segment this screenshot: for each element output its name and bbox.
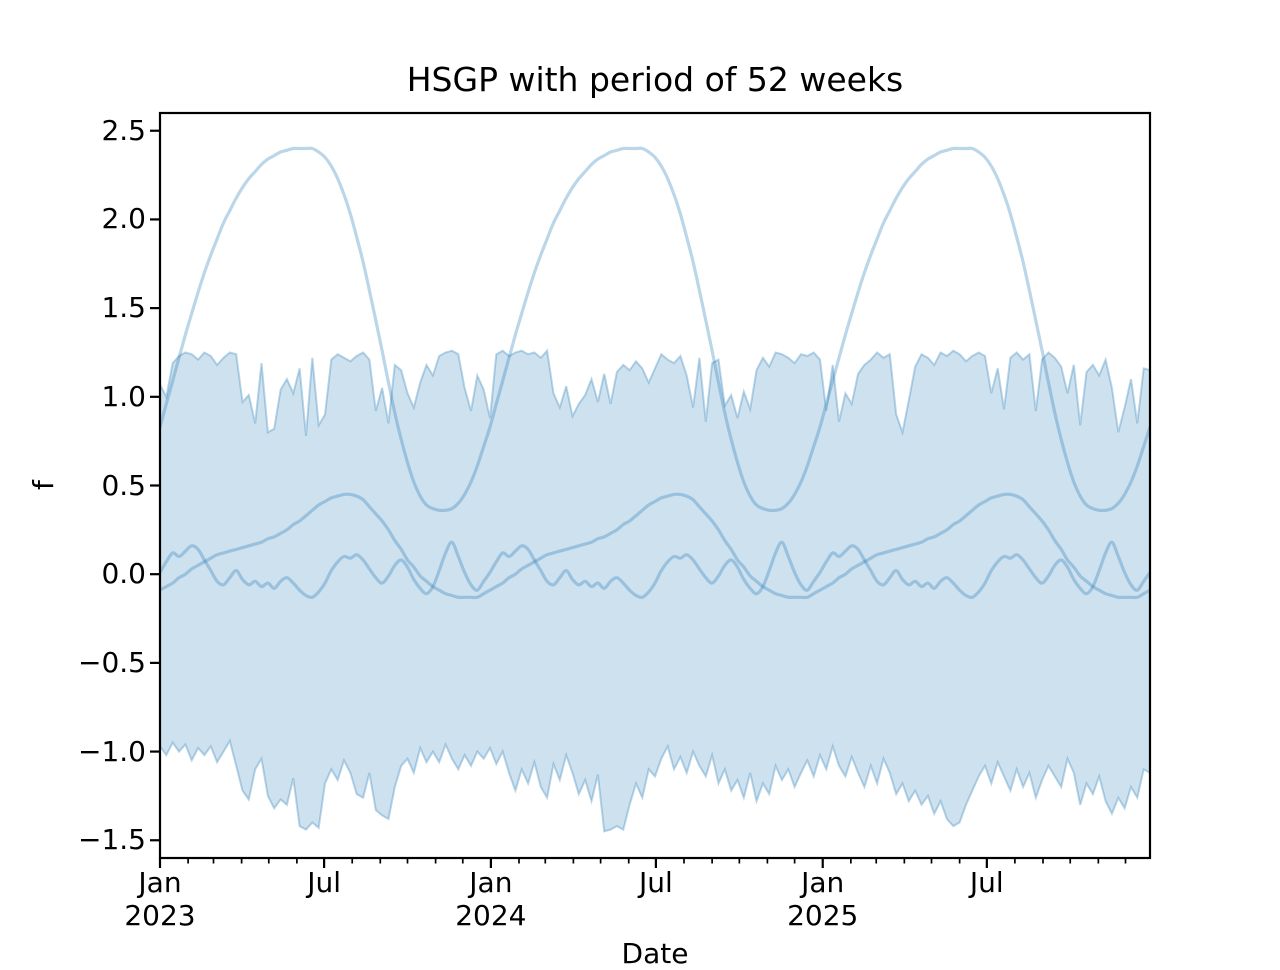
x-tick-label: Jan 2024: [455, 866, 527, 932]
y-tick-label: 1.0: [101, 379, 146, 413]
y-tick-label: 1.5: [101, 291, 146, 325]
data-layer: [160, 146, 1150, 833]
y-tick-label: −1.0: [78, 734, 146, 768]
uncertainty-band-lower-edge: [160, 738, 1150, 833]
y-tick-label: −0.5: [78, 645, 146, 679]
y-tick-label: 2.0: [101, 202, 146, 236]
chart-title: HSGP with period of 52 weeks: [406, 60, 904, 99]
gp-sample-large-annual-line: [160, 146, 1150, 513]
x-tick-label: Jul: [969, 866, 1004, 899]
y-tick-label: 0.0: [101, 557, 146, 591]
y-tick-label: 2.5: [101, 113, 146, 147]
x-axis-label: Date: [621, 937, 689, 970]
ticks: [150, 129, 1127, 868]
x-tick-label: Jan 2025: [787, 866, 859, 932]
uncertainty-band-fill: [160, 350, 1150, 832]
y-tick-label: −1.5: [78, 823, 146, 857]
x-tick-label: Jul: [307, 866, 341, 899]
x-tick-label: Jul: [638, 866, 673, 899]
gp-sample-small-wiggly-line: [160, 540, 1150, 600]
uncertainty-band-upper-edge: [160, 348, 1150, 437]
gp-sample-medium-annual-line: [160, 492, 1150, 600]
x-tick-label: Jan 2023: [124, 866, 196, 932]
y-tick-label: 0.5: [101, 468, 146, 502]
